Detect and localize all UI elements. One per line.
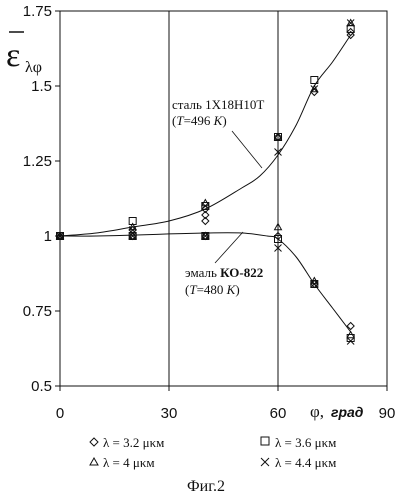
x-axis-label-unit: град	[331, 404, 364, 420]
triangle-point	[309, 84, 319, 93]
triangle-marker-icon	[89, 456, 99, 466]
x-tick-label: 60	[270, 405, 287, 422]
cross-point	[346, 337, 355, 345]
triangle-point	[55, 231, 65, 240]
diamond-point	[346, 27, 355, 37]
legend-label-3-6: λ = 3.6 μκм	[275, 435, 336, 450]
y-tick-label: 1.5	[31, 78, 52, 95]
diamond-marker-icon	[89, 437, 99, 447]
diamond-point	[201, 216, 210, 226]
square-point	[310, 76, 319, 84]
steel-annotation-line1: сталь 1Х18Н10Т	[172, 97, 264, 112]
triangle-point	[273, 222, 283, 231]
enamel-annotation-line2: (T=480 K)	[185, 282, 240, 297]
cross-point	[128, 232, 137, 240]
legend-item-4-4: λ = 4.4 μκм	[260, 455, 336, 470]
enamel-annotation: эмаль КО-822 (T=480 K)	[185, 231, 263, 297]
x-tick-label: 30	[161, 405, 178, 422]
legend: λ = 3.2 μκм λ = 3.6 μκм λ = 4 μκм λ = 4.…	[89, 435, 336, 470]
y-axis-label: ε λφ	[6, 31, 42, 76]
cross-point	[274, 244, 282, 252]
triangle-point	[273, 132, 283, 141]
cross-point	[201, 232, 210, 240]
cross-marker-icon	[260, 457, 270, 467]
y-axis-label-subscript: λφ	[25, 59, 42, 76]
legend-label-4-4: λ = 4.4 μκм	[275, 455, 336, 470]
square-point	[274, 235, 282, 243]
triangle-point	[346, 330, 356, 339]
enamel-leader-line	[214, 231, 244, 264]
cross-point	[346, 19, 355, 27]
data-markers	[55, 18, 356, 345]
triangle-point	[346, 18, 356, 27]
legend-item-4: λ = 4 μκм	[89, 455, 155, 470]
x-axis-label: φ, град	[310, 402, 364, 421]
plot-area	[59, 10, 388, 387]
square-marker-icon	[260, 436, 270, 446]
y-tick-label: 1.75	[23, 3, 52, 20]
triangle-point	[128, 231, 138, 240]
legend-item-3-6: λ = 3.6 μκм	[260, 435, 336, 450]
cross-point	[310, 85, 319, 93]
diamond-point	[201, 210, 210, 220]
cross-point	[201, 202, 210, 210]
vertical-gridlines	[168, 11, 279, 386]
x-axis-ticks: 0 30 60 90	[56, 386, 396, 422]
steel-annotation-line2: (T=496 K)	[172, 113, 227, 128]
y-tick-label: 1	[44, 228, 52, 245]
steel-annotation: сталь 1Х18Н10Т (T=496 K)	[172, 97, 264, 169]
y-axis-label-symbol: ε	[6, 37, 20, 74]
cross-point	[310, 280, 319, 288]
steel-leader-line	[231, 130, 263, 169]
y-tick-label: 0.5	[31, 378, 52, 395]
cross-point	[56, 232, 64, 240]
x-tick-label: 90	[379, 405, 396, 422]
figure-caption: Фиг.2	[187, 478, 225, 495]
legend-label-3-2: λ = 3.2 μκм	[103, 435, 164, 450]
y-tick-label: 1.25	[23, 153, 52, 170]
cross-point	[128, 226, 137, 234]
triangle-point	[200, 231, 210, 240]
y-axis-ticks: 0.5 0.75 1 1.25 1.5 1.75	[23, 3, 60, 395]
legend-label-4: λ = 4 μκм	[103, 455, 155, 470]
diamond-point	[346, 321, 355, 331]
legend-item-3-2: λ = 3.2 μκм	[89, 435, 164, 450]
x-axis-label-symbol: φ,	[310, 402, 324, 421]
enamel-annotation-line1: эмаль КО-822	[185, 265, 263, 280]
cross-point	[274, 148, 282, 156]
diamond-point	[273, 231, 283, 241]
x-tick-label: 0	[56, 405, 64, 422]
y-tick-label: 0.75	[23, 303, 52, 320]
